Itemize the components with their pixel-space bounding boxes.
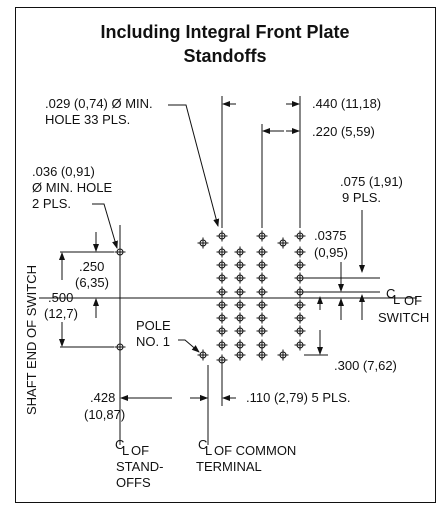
cl-common-c: C — [198, 437, 207, 452]
dim-428-label-2: (10,87) — [84, 407, 125, 422]
title-line-1: Including Integral Front Plate — [100, 22, 349, 42]
standoff-hole-top — [114, 246, 126, 258]
shaft-end-label: SHAFT END OF SWITCH — [24, 265, 39, 415]
standoff-hole-label-3: 2 PLS. — [32, 196, 71, 211]
cl-standoffs-l: L — [122, 443, 129, 458]
hole-dia-label-2: HOLE 33 PLS. — [45, 112, 130, 127]
pole-label-1: POLE — [136, 318, 171, 333]
cl-switch-l: L — [393, 292, 400, 307]
title-line-2: Standoffs — [184, 46, 267, 66]
dim-075-label-1: .075 (1,91) — [340, 174, 403, 189]
dim-300-label: .300 (7,62) — [334, 358, 397, 373]
dim-075-label-2: 9 PLS. — [342, 190, 381, 205]
cl-standoffs-c: C — [115, 437, 124, 452]
cl-standoffs-of: OF — [131, 443, 149, 458]
dim-500-label-1: .500 — [48, 290, 73, 305]
cl-switch-line2: SWITCH — [378, 310, 429, 325]
standoff-hole-leader — [92, 203, 118, 249]
cl-common-line2: TERMINAL — [196, 459, 262, 474]
dim-0375-label-2: (0,95) — [314, 245, 348, 260]
cl-switch-of: OF — [404, 293, 422, 308]
dim-250-label-2: (6,35) — [75, 275, 109, 290]
cl-common-l: L — [205, 443, 212, 458]
border-frame — [15, 7, 436, 503]
dim-250-label-1: .250 — [79, 259, 104, 274]
dim-440-label: .440 (11,18) — [312, 96, 381, 111]
dim-110-label: .110 (2,79) 5 PLS. — [246, 390, 351, 405]
dim-220-label: .220 (5,59) — [312, 124, 375, 139]
standoff-hole-label-2: Ø MIN. HOLE — [32, 180, 113, 195]
cl-standoffs-line3: OFFS — [116, 475, 151, 490]
pole-leader — [178, 339, 200, 353]
cl-standoffs-line2: STAND- — [116, 459, 163, 474]
hole-dia-leader — [168, 104, 220, 227]
cl-switch-c: C — [386, 286, 395, 301]
hole-dia-label-1: .029 (0,74) Ø MIN. — [45, 96, 153, 111]
dim-428-label-1: .428 — [90, 390, 115, 405]
standoff-hole-label-1: .036 (0,91) — [32, 164, 95, 179]
dim-0375-label-1: .0375 — [314, 228, 347, 243]
cl-common-of: OF COMMON — [214, 443, 296, 458]
pole-label-2: NO. 1 — [136, 334, 170, 349]
dim-500-label-2: (12,7) — [44, 306, 78, 321]
standoff-hole-bottom — [114, 341, 126, 353]
